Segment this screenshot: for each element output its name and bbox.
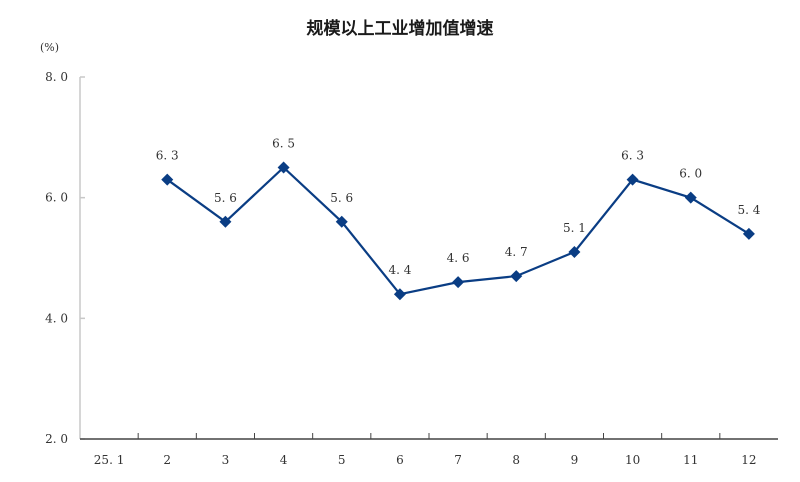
- diamond-marker-icon: [393, 288, 406, 301]
- x-tick-label: 10: [625, 453, 640, 467]
- diamond-marker-icon: [684, 191, 697, 204]
- data-label: 4. 6: [447, 251, 470, 265]
- data-label: 5. 6: [330, 191, 353, 205]
- x-tick-label: 12: [741, 453, 756, 467]
- y-axis-unit-label: (%): [40, 41, 60, 54]
- diamond-marker-icon: [452, 276, 465, 289]
- diamond-marker-icon: [219, 215, 232, 228]
- data-label: 6. 0: [679, 167, 702, 181]
- x-tick-label: 11: [683, 453, 698, 467]
- data-label: 4. 4: [388, 263, 411, 277]
- x-tick-label: 7: [454, 453, 462, 467]
- data-label: 5. 6: [214, 191, 237, 205]
- x-tick-label: 3: [222, 453, 230, 467]
- y-tick-label: 2. 0: [45, 432, 68, 446]
- y-tick-label: 6. 0: [45, 191, 68, 205]
- diamond-marker-icon: [510, 270, 523, 283]
- data-label: 5. 4: [737, 203, 760, 217]
- x-tick-label: 9: [571, 453, 579, 467]
- x-tick-label: 2: [163, 453, 171, 467]
- diamond-marker-icon: [161, 173, 174, 186]
- x-tick-label: 5: [338, 453, 346, 467]
- data-series: 6. 3 5. 6 6. 5 5. 6 4. 4 4. 6 4. 7 5. 1 6. 3 6. 0…: [156, 137, 761, 301]
- x-tick-label: 25. 1: [94, 453, 125, 467]
- y-tick-label: 4. 0: [45, 311, 68, 325]
- diamond-marker-icon: [742, 227, 755, 240]
- data-label: 6. 3: [621, 149, 644, 163]
- data-label: 5. 1: [563, 221, 586, 235]
- data-label: 6. 3: [156, 149, 179, 163]
- data-label: 4. 7: [505, 245, 528, 259]
- series-line: [166, 165, 750, 296]
- axes: 2. 0 4. 0 6. 0 8. 0 25. 1 2 3 4 5 6 7 8 9 10 11 12: [45, 70, 778, 467]
- diamond-marker-icon: [335, 215, 348, 228]
- x-tick-label: 4: [280, 453, 288, 467]
- diamond-marker-icon: [568, 245, 581, 258]
- chart-title: 规模以上工业增加值增速: [306, 19, 494, 39]
- y-tick-label: 8. 0: [45, 70, 68, 84]
- x-tick-label: 6: [396, 453, 404, 467]
- diamond-marker-icon: [626, 173, 639, 186]
- diamond-marker-icon: [277, 161, 290, 174]
- data-label: 6. 5: [272, 137, 295, 151]
- x-tick-label: 8: [512, 453, 520, 467]
